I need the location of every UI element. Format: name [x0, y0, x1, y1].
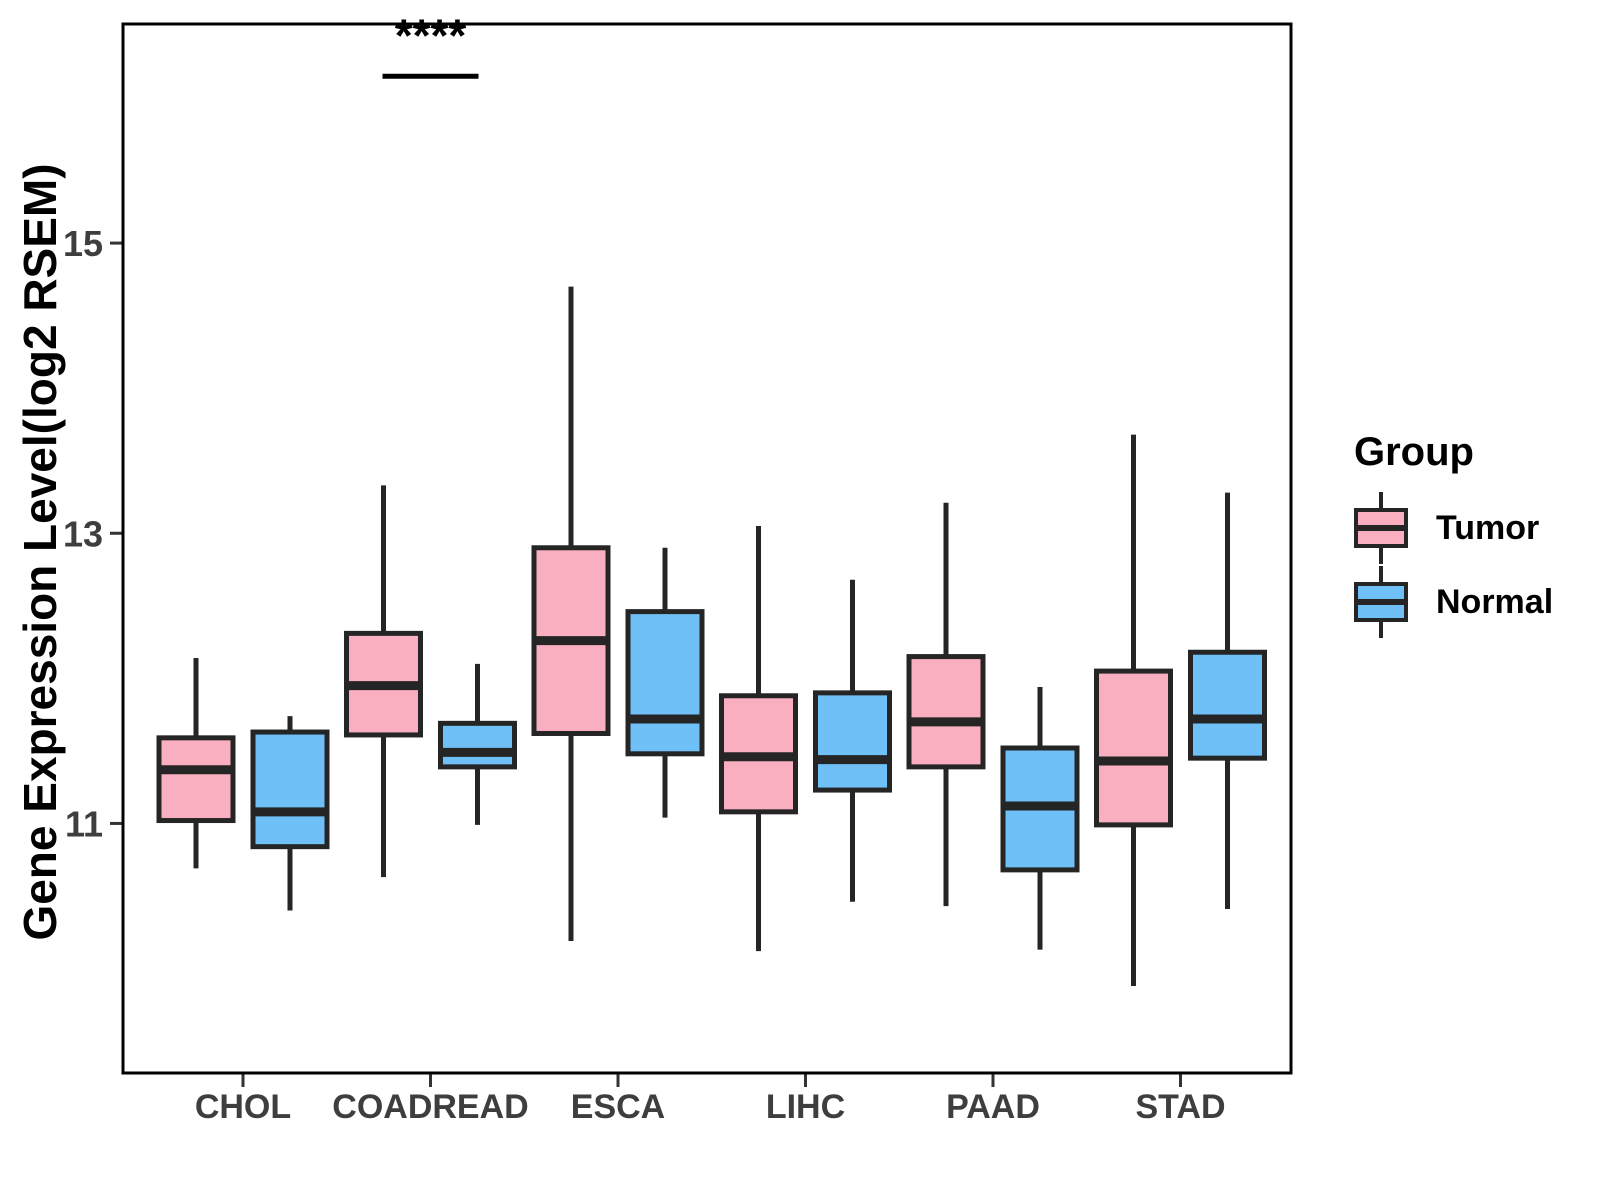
box-normal-esca	[625, 609, 705, 757]
box-normal-stad	[1188, 649, 1267, 761]
y-tick-label: 13	[63, 513, 103, 554]
legend-item-label: Tumor	[1436, 508, 1540, 547]
x-tick-label: PAAD	[946, 1088, 1040, 1126]
x-tick-label: STAD	[1135, 1088, 1225, 1126]
y-axis-title: Gene Expression Level(log2 RSEM)	[14, 163, 66, 941]
box-tumor-stad	[1094, 668, 1173, 828]
legend-title: Group	[1354, 430, 1474, 474]
x-tick-label: LIHC	[766, 1088, 845, 1126]
x-tick-label: ESCA	[571, 1088, 665, 1126]
box-tumor-chol	[156, 735, 236, 824]
x-tick-label: COADREAD	[332, 1088, 528, 1126]
significance-label: ****	[395, 10, 467, 62]
legend-item-normal: Normal	[1352, 565, 1553, 639]
y-tick-label: 15	[63, 223, 103, 264]
legend-item-tumor: Tumor	[1352, 491, 1553, 565]
boxplot-key-icon	[1354, 566, 1408, 638]
legend-item-label: Normal	[1436, 582, 1554, 621]
box-tumor-paad	[906, 654, 986, 770]
boxplot-key-icon	[1354, 492, 1408, 564]
box-normal-lihc	[813, 690, 892, 793]
legend: Group Tumor Normal	[1352, 430, 1553, 639]
y-tick-label: 11	[65, 803, 103, 844]
x-tick-label: CHOL	[195, 1088, 291, 1126]
box-normal-chol	[250, 729, 330, 850]
plot-panel-border	[121, 22, 1293, 1075]
box-normal-coadread	[438, 720, 517, 770]
